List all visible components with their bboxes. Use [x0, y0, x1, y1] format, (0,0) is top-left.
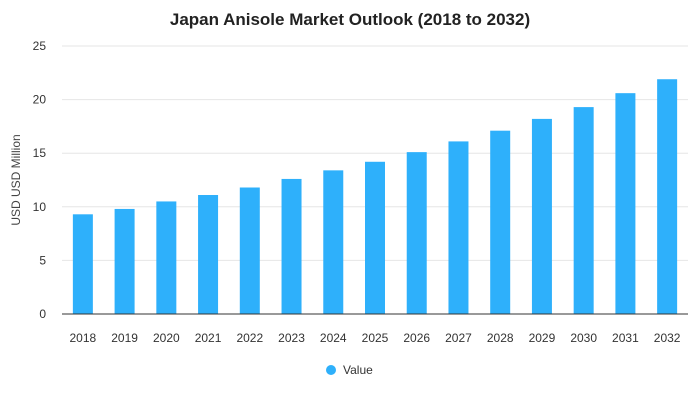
bar-2023[interactable]	[281, 178, 302, 314]
bar-2019[interactable]	[114, 208, 135, 314]
bar-2026[interactable]	[406, 152, 427, 314]
x-tick-label: 2023	[278, 331, 305, 345]
y-axis-ticks: 0 5 10 15 20 25	[33, 39, 47, 321]
legend-marker-value	[326, 365, 336, 375]
bar-2031[interactable]	[615, 93, 636, 314]
bars	[72, 79, 678, 315]
y-tick-label: 25	[33, 39, 47, 53]
x-tick-label: 2028	[487, 331, 514, 345]
y-tick-label: 20	[33, 93, 47, 107]
y-tick-label: 10	[33, 200, 47, 214]
x-tick-label: 2024	[320, 331, 347, 345]
bar-2032[interactable]	[657, 79, 678, 315]
x-tick-label: 2031	[612, 331, 639, 345]
bar-2030[interactable]	[573, 107, 594, 314]
bar-2020[interactable]	[156, 201, 177, 314]
bar-2021[interactable]	[198, 195, 219, 314]
bar-2018[interactable]	[72, 214, 93, 314]
bar-2024[interactable]	[323, 170, 344, 314]
legend[interactable]: Value	[326, 363, 373, 377]
y-tick-label: 0	[39, 307, 46, 321]
bar-2028[interactable]	[490, 130, 511, 314]
y-tick-label: 5	[39, 253, 46, 267]
x-tick-label: 2018	[70, 331, 97, 345]
x-tick-label: 2019	[111, 331, 138, 345]
x-tick-label: 2030	[570, 331, 597, 345]
x-tick-label: 2020	[153, 331, 180, 345]
x-tick-label: 2026	[403, 331, 430, 345]
x-tick-label: 2032	[654, 331, 681, 345]
x-tick-label: 2025	[362, 331, 389, 345]
y-axis-label: USD USD Million	[9, 134, 23, 225]
bar-2029[interactable]	[531, 118, 552, 315]
x-tick-label: 2021	[195, 331, 222, 345]
chart-title: Japan Anisole Market Outlook (2018 to 20…	[170, 10, 530, 29]
x-tick-label: 2027	[445, 331, 472, 345]
x-tick-label: 2029	[529, 331, 556, 345]
x-tick-label: 2022	[236, 331, 263, 345]
x-axis-ticks: 2018 2019 2020 2021 2022 2023 2024 2025 2026 2027…	[70, 331, 681, 345]
bar-2027[interactable]	[448, 141, 469, 314]
bar-2022[interactable]	[239, 187, 260, 314]
y-tick-label: 15	[33, 146, 47, 160]
bar-2025[interactable]	[365, 161, 385, 314]
legend-label-value: Value	[343, 363, 373, 377]
